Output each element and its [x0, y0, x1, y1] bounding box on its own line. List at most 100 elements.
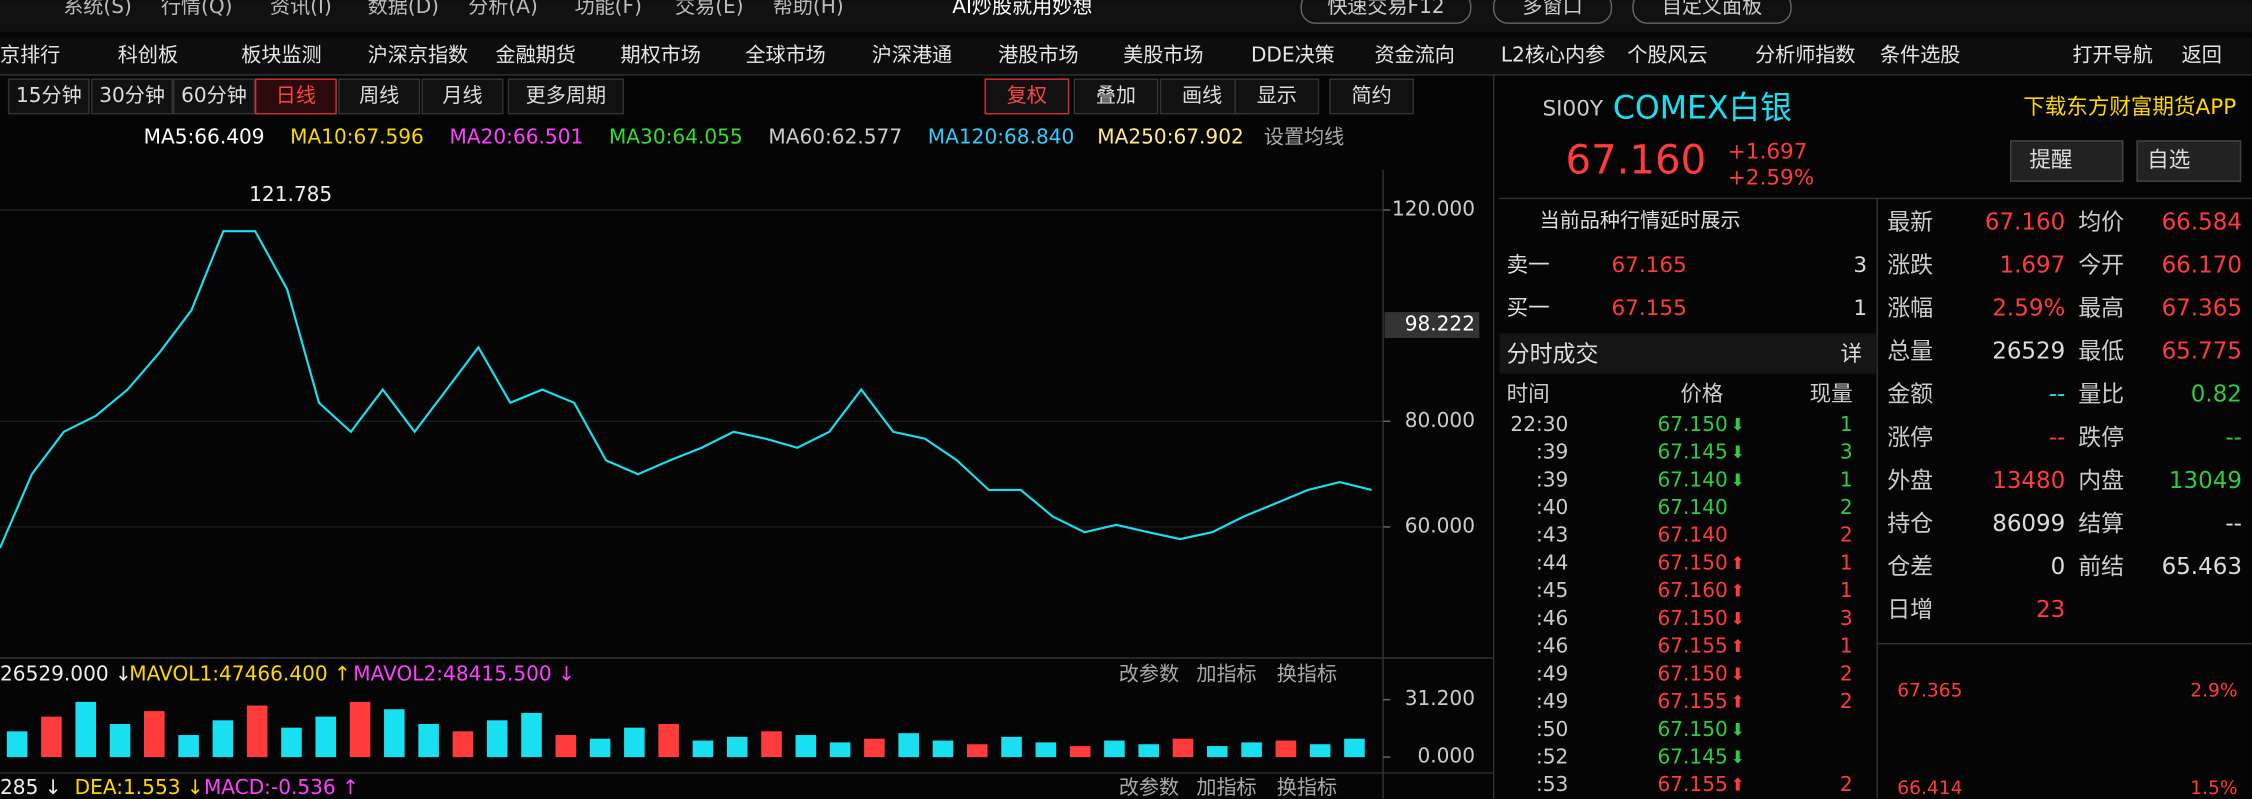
indicator-button[interactable]: 改参数: [1119, 775, 1179, 799]
volume-bar: [658, 723, 679, 758]
stat-value: 65.775: [2162, 339, 2242, 365]
toolbar-label[interactable]: 简约: [1352, 83, 1392, 107]
top-button-label[interactable]: 自定义面板: [1662, 0, 1762, 18]
volume-bar: [109, 723, 131, 758]
stat-value: --: [2049, 382, 2066, 408]
stat-value: 65.463: [2162, 554, 2242, 580]
trade-price: 67.145: [1657, 744, 1727, 768]
alert-button[interactable]: [2009, 140, 2124, 182]
orderbook-side: 卖一: [1507, 253, 1550, 278]
y-tick-label: 31.200: [1405, 686, 1475, 710]
watch-button[interactable]: [2136, 140, 2242, 182]
nav-item[interactable]: 板块监测: [241, 43, 321, 67]
period-button[interactable]: [507, 78, 625, 115]
menu-item[interactable]: 行情(Q): [161, 0, 233, 18]
menu-item[interactable]: 帮助(H): [773, 0, 844, 18]
volume-bar: [1138, 744, 1159, 758]
top-button[interactable]: [1492, 0, 1613, 24]
period-label[interactable]: 15分钟: [16, 83, 82, 107]
toolbar-button[interactable]: [984, 78, 1070, 115]
stat-value: 0: [2051, 554, 2066, 580]
top-button-label[interactable]: 快速交易F12: [1327, 0, 1445, 18]
trade-price: 67.155: [1657, 634, 1727, 658]
menu-item[interactable]: 功能(F): [574, 0, 641, 18]
period-button[interactable]: [421, 78, 504, 115]
stat-label: 最低: [2078, 339, 2124, 365]
trade-price: 67.145: [1657, 440, 1727, 464]
trade-arrow: ⬇: [1731, 609, 1745, 629]
trades-detail[interactable]: 详: [1841, 342, 1863, 367]
menu-item[interactable]: 交易(E): [675, 0, 744, 18]
nav-item[interactable]: 个股风云: [1627, 43, 1707, 67]
nav-item[interactable]: 全球市场: [745, 43, 825, 67]
trade-qty: 2: [1840, 661, 1853, 685]
period-label[interactable]: 周线: [359, 83, 399, 107]
stat-label: 外盘: [1887, 468, 1933, 494]
trade-qty: 1: [1840, 578, 1853, 602]
volume-bar: [1344, 738, 1365, 758]
stat-label: 结算: [2078, 511, 2124, 537]
stat-value: 66.170: [2162, 252, 2242, 278]
nav-item[interactable]: 京排行: [0, 43, 60, 67]
trade-time: :43: [1536, 523, 1568, 547]
period-label[interactable]: 日线: [276, 83, 316, 107]
trade-arrow: ⬆: [1731, 554, 1745, 574]
nav-item[interactable]: 返回: [2182, 43, 2222, 67]
nav-item[interactable]: 打开导航: [2072, 43, 2152, 67]
ma-settings[interactable]: 设置均线: [1264, 125, 1344, 149]
period-label[interactable]: 月线: [442, 83, 482, 107]
nav-item[interactable]: 科创板: [118, 43, 178, 67]
alert-label[interactable]: 提醒: [2029, 148, 2072, 173]
period-label[interactable]: 更多周期: [526, 83, 606, 107]
nav-item[interactable]: 沪深港通: [872, 43, 952, 67]
indicator-button[interactable]: 加指标: [1196, 662, 1256, 686]
period-button[interactable]: [254, 78, 337, 115]
period-label[interactable]: 30分钟: [99, 83, 165, 107]
nav-item[interactable]: 资金流向: [1374, 43, 1454, 67]
trade-arrow: ⬆: [1731, 582, 1745, 602]
indicator-button[interactable]: 换指标: [1277, 662, 1337, 686]
trade-price: 67.150: [1657, 661, 1727, 685]
nav-item[interactable]: 金融期货: [495, 43, 575, 67]
trade-price: 67.140: [1657, 467, 1727, 491]
top-button[interactable]: [1300, 0, 1472, 24]
nav-item[interactable]: 期权市场: [620, 43, 700, 67]
toolbar-label[interactable]: 显示: [1257, 83, 1297, 107]
nav-item[interactable]: 港股市场: [998, 43, 1078, 67]
notice: 当前品种行情延时展示: [1540, 208, 1741, 232]
nav-item[interactable]: DDE决策: [1251, 43, 1335, 67]
trade-qty: 3: [1840, 606, 1853, 630]
top-button[interactable]: [1632, 0, 1792, 24]
nav-item[interactable]: 美股市场: [1123, 43, 1203, 67]
indicator-button[interactable]: 改参数: [1119, 662, 1179, 686]
toolbar-button[interactable]: [1234, 78, 1320, 115]
period-button[interactable]: [338, 78, 421, 115]
ai-banner[interactable]: AI炒股就用妙想: [952, 0, 1092, 18]
toolbar-button[interactable]: [1073, 78, 1159, 115]
nav-item[interactable]: L2核心内参: [1501, 43, 1605, 67]
period-button[interactable]: [7, 78, 90, 115]
period-button[interactable]: [173, 78, 255, 115]
toolbar-button[interactable]: [1159, 78, 1245, 115]
nav-item[interactable]: 沪深京指数: [368, 43, 468, 67]
trade-time: :45: [1536, 578, 1568, 602]
menu-item[interactable]: 数据(D): [368, 0, 439, 18]
menu-item[interactable]: 系统(S): [63, 0, 132, 18]
volume-bar: [795, 735, 817, 758]
menu-item[interactable]: 分析(A): [468, 0, 538, 18]
nav-bar: [0, 37, 2252, 75]
menu-item[interactable]: 资讯(I): [270, 0, 332, 18]
toolbar-label[interactable]: 叠加: [1096, 83, 1136, 107]
toolbar-label[interactable]: 复权: [1007, 83, 1047, 107]
indicator-button[interactable]: 换指标: [1277, 775, 1337, 799]
app-link[interactable]: 下载东方财富期货APP: [2023, 95, 2236, 120]
watch-label[interactable]: 自选: [2147, 148, 2190, 173]
top-button-label[interactable]: 多窗口: [1522, 0, 1582, 18]
nav-item[interactable]: 分析师指数: [1755, 43, 1855, 67]
period-label[interactable]: 60分钟: [181, 83, 247, 107]
toolbar-button[interactable]: [1329, 78, 1414, 115]
indicator-button[interactable]: 加指标: [1196, 775, 1256, 799]
period-button[interactable]: [91, 78, 174, 115]
nav-item[interactable]: 条件选股: [1880, 43, 1960, 67]
toolbar-label[interactable]: 画线: [1182, 83, 1222, 107]
